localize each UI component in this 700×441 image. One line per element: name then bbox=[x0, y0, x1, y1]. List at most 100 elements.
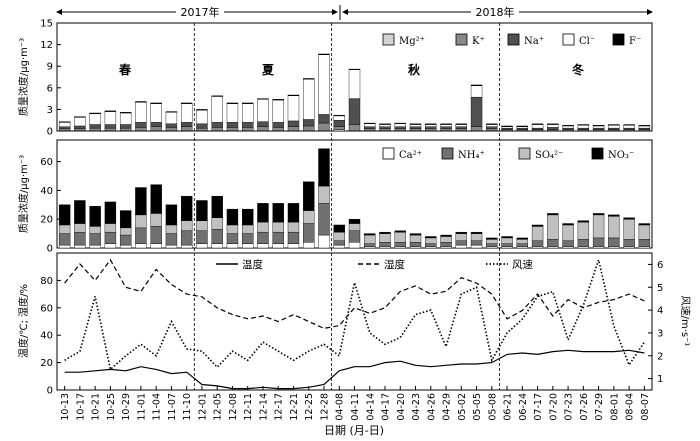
p2-bar-37-1 bbox=[623, 239, 635, 247]
p1-bar-24-4 bbox=[425, 123, 437, 125]
p2-bar-12-3 bbox=[242, 208, 254, 226]
x-tick-label-3: 10-25 bbox=[106, 393, 117, 421]
p2-bar-8-3 bbox=[180, 195, 193, 221]
p2-bar-10-1 bbox=[211, 229, 223, 244]
p1-bar-16-2 bbox=[303, 119, 315, 127]
p1-bar-13-1 bbox=[257, 126, 269, 131]
p2-bar-27-3 bbox=[470, 231, 483, 234]
p1-bar-25-4 bbox=[440, 123, 452, 125]
legend1-swatch-2 bbox=[507, 33, 520, 46]
p1-bar-4-3 bbox=[119, 112, 132, 125]
legend1-swatch-1 bbox=[455, 33, 468, 46]
p1-bar-12-1 bbox=[242, 127, 254, 131]
p1-bar-20-2 bbox=[364, 126, 376, 130]
p1-bar-23-3 bbox=[409, 124, 422, 127]
p1-bar-26-4 bbox=[455, 123, 467, 125]
p2-bar-35-1 bbox=[592, 237, 605, 247]
p1-bar-13-4 bbox=[257, 98, 269, 100]
legend2-swatch-1 bbox=[441, 147, 454, 160]
p1-bar-9-1 bbox=[196, 127, 208, 131]
p1-bar-25-1 bbox=[440, 128, 452, 131]
x-tick-label-5: 11-01 bbox=[136, 393, 147, 421]
p2-bar-7-2 bbox=[165, 224, 178, 234]
p2-y-tick-label-3: 60 bbox=[40, 157, 53, 168]
p1-bar-6-4 bbox=[150, 102, 162, 104]
p2-bar-15-2 bbox=[287, 221, 300, 233]
p3-yl-tick-label-4: 80 bbox=[40, 276, 53, 287]
p2-bar-33-2 bbox=[562, 224, 574, 242]
p1-bar-25-2 bbox=[440, 126, 452, 130]
p1-bar-28-4 bbox=[486, 123, 498, 125]
p1-bar-30-3 bbox=[516, 126, 529, 129]
p2-bar-0-0 bbox=[58, 244, 71, 249]
p3-yl-tick-label-1: 20 bbox=[40, 358, 53, 369]
p2-y-tick-label-1: 20 bbox=[40, 215, 53, 226]
p1-bar-32-2 bbox=[547, 127, 559, 130]
p1-bar-28-1 bbox=[486, 128, 498, 131]
p2-bar-20-0 bbox=[364, 246, 376, 249]
p2-bar-23-0 bbox=[409, 246, 422, 249]
p2-bar-11-3 bbox=[226, 208, 239, 226]
p2-bar-32-0 bbox=[547, 246, 559, 249]
p2-bar-15-3 bbox=[287, 203, 300, 223]
x-tick-label-0: 10-13 bbox=[60, 393, 71, 421]
p1-bar-22-3 bbox=[394, 123, 406, 127]
p2-bar-9-1 bbox=[196, 230, 208, 244]
p1-bar-12-4 bbox=[242, 102, 254, 104]
p2-bar-1-3 bbox=[74, 200, 86, 224]
legend3-label-2: 风速 bbox=[512, 259, 533, 271]
p2-bar-4-0 bbox=[119, 244, 132, 249]
p2-bar-19-0 bbox=[348, 242, 361, 249]
p2-bar-6-1 bbox=[150, 226, 162, 244]
p2-bar-2-0 bbox=[89, 244, 101, 249]
p1-bar-3-1 bbox=[104, 127, 117, 131]
x-tick-label-1: 10-17 bbox=[75, 393, 86, 421]
legend1-label-1: K⁺ bbox=[472, 36, 485, 47]
p1-bar-28-3 bbox=[486, 124, 498, 127]
p2-bar-27-2 bbox=[470, 233, 483, 242]
p2-bar-24-2 bbox=[425, 237, 437, 244]
p1-bar-16-3 bbox=[303, 78, 315, 120]
p2-bar-20-1 bbox=[364, 243, 376, 247]
legend1-swatch-0 bbox=[382, 33, 395, 46]
p2-bar-3-1 bbox=[104, 231, 117, 244]
panel-3-lines bbox=[64, 256, 646, 390]
x-tick-label-38: 08-07 bbox=[640, 393, 651, 421]
p2-bar-37-3 bbox=[623, 217, 635, 220]
p1-bar-28-2 bbox=[486, 126, 498, 130]
p1-bar-37-4 bbox=[623, 124, 635, 126]
p1-bar-27-1 bbox=[470, 126, 483, 131]
p3-yr-tick-label-2: 3 bbox=[657, 328, 663, 339]
p1-bar-22-1 bbox=[394, 128, 406, 131]
p2-bar-1-0 bbox=[74, 244, 86, 249]
p1-bar-2-2 bbox=[89, 124, 101, 129]
p1-bar-17-1 bbox=[318, 122, 330, 131]
p1-bar-13-2 bbox=[257, 121, 269, 127]
p2-bar-28-2 bbox=[486, 239, 498, 244]
p1-bar-2-1 bbox=[89, 127, 101, 131]
line-series-2 bbox=[64, 256, 646, 371]
x-tick-label-28: 05-08 bbox=[487, 393, 498, 421]
p2-bar-37-0 bbox=[623, 246, 635, 249]
p2-bar-33-3 bbox=[562, 223, 574, 226]
p1-bar-31-3 bbox=[531, 124, 544, 129]
p1-bar-35-4 bbox=[592, 125, 605, 127]
p1-bar-25-3 bbox=[440, 124, 452, 127]
year-label-2018: 2018年 bbox=[476, 5, 515, 19]
panel-3-y-axes: 0 20 40 60 80 1 2 3 4 5 6 bbox=[40, 260, 663, 397]
legend2-swatch-3 bbox=[591, 147, 604, 160]
p2-bar-6-0 bbox=[150, 243, 162, 249]
p1-y-tick-label-2: 6 bbox=[47, 83, 53, 94]
p1-bar-11-2 bbox=[226, 122, 239, 128]
p2-bar-34-0 bbox=[577, 246, 590, 249]
p1-bar-9-3 bbox=[196, 109, 208, 125]
p2-bar-12-0 bbox=[242, 243, 254, 249]
p2-bar-3-0 bbox=[104, 243, 117, 249]
p1-bar-33-3 bbox=[562, 125, 574, 129]
p1-bar-0-2 bbox=[58, 126, 71, 130]
x-tick-label-37: 08-04 bbox=[625, 393, 636, 421]
p1-bar-14-1 bbox=[272, 127, 284, 131]
p1-bar-34-3 bbox=[577, 125, 590, 129]
p1-bar-4-1 bbox=[119, 127, 132, 131]
p2-bar-27-0 bbox=[470, 244, 483, 249]
